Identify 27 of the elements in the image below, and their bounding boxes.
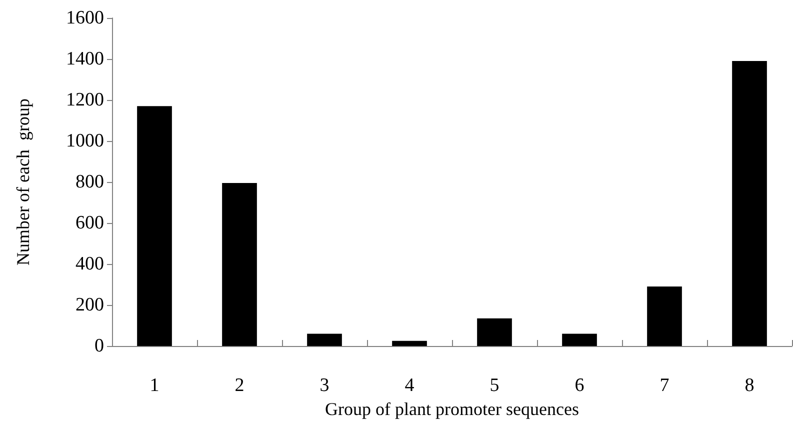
bar (392, 340, 427, 346)
y-tick-label: 1000 (66, 130, 104, 152)
y-axis-title: Number of each group (13, 98, 33, 266)
x-tick-label: 5 (490, 375, 500, 396)
bar (222, 183, 257, 346)
y-tick-label: 1600 (66, 8, 104, 28)
x-tick-label: 3 (320, 375, 330, 396)
y-tick-label: 600 (76, 212, 104, 234)
bar (647, 286, 682, 346)
bar (307, 334, 342, 346)
x-tick-label: 7 (660, 375, 670, 396)
x-tick-label: 1 (150, 375, 160, 396)
x-tick-label: 8 (744, 375, 754, 396)
y-tick-label: 1200 (66, 90, 104, 110)
y-tick-label: 0 (94, 336, 104, 356)
bar (477, 318, 512, 346)
x-tick-label: 6 (574, 375, 584, 396)
y-tick-label: 200 (76, 294, 104, 316)
y-tick-label: 400 (76, 254, 104, 274)
x-tick-label: 2 (234, 375, 244, 396)
y-tick-label: 1400 (66, 48, 104, 70)
y-tick-label: 800 (76, 172, 104, 192)
bar (137, 106, 172, 346)
x-axis-title: Group of plant promoter sequences (325, 398, 579, 419)
bar (562, 334, 597, 346)
bar (732, 61, 767, 346)
x-tick-label: 4 (404, 375, 415, 396)
